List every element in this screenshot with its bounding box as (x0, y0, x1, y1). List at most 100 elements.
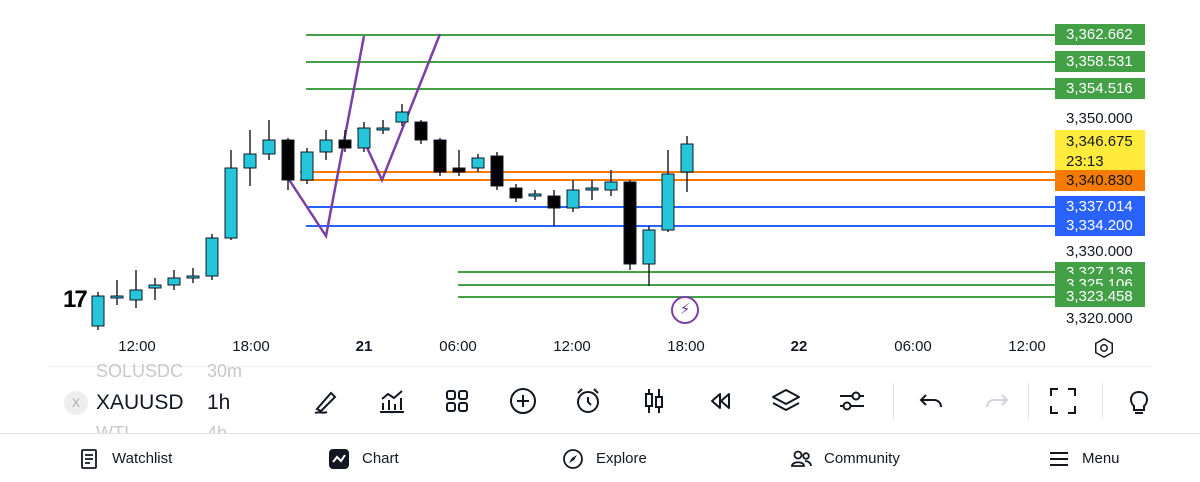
axis-price-label: 3,350.000 (1066, 110, 1133, 127)
candle (623, 180, 637, 270)
candle (224, 150, 238, 240)
candle (167, 270, 181, 290)
symbol-name[interactable]: XAUUSD (96, 391, 184, 414)
symbol-logo-icon: X (64, 391, 88, 415)
candle (357, 122, 371, 152)
candle (110, 280, 124, 305)
candle (148, 278, 162, 300)
current-price: 3,346.675 (1066, 133, 1133, 150)
candle (262, 120, 276, 160)
interval-selector[interactable]: 1h (207, 391, 231, 414)
nav-menu-label: Menu (1082, 450, 1120, 467)
nav-chart[interactable]: Chart (328, 434, 399, 482)
nav-explore-label: Explore (596, 450, 647, 467)
axis-price-label: 3,330.000 (1066, 243, 1133, 260)
time-label: 06:00 (439, 338, 477, 355)
price-tag: 3,354.516 (1055, 78, 1145, 99)
nav-watchlist[interactable]: Watchlist (78, 434, 172, 482)
candle (528, 190, 542, 200)
time-label: 12:00 (118, 338, 156, 355)
chart-canvas[interactable] (0, 0, 1200, 362)
toolbar-divider (1102, 383, 1103, 419)
level-lines (300, 34, 1055, 298)
nav-community[interactable]: Community (790, 434, 900, 482)
pencil-icon[interactable] (309, 384, 343, 418)
time-label: 21 (355, 338, 373, 355)
time-label: 22 (790, 338, 808, 355)
candle (680, 136, 694, 192)
layout-grid-icon[interactable] (440, 384, 474, 418)
candle (452, 150, 466, 176)
drawing-line-2[interactable] (356, 33, 442, 184)
layers-icon[interactable] (769, 384, 803, 418)
toolbar-divider (893, 383, 894, 419)
replay-icon[interactable] (703, 384, 737, 418)
ideas-icon[interactable] (1122, 384, 1156, 418)
nav-menu[interactable]: Menu (1048, 434, 1120, 482)
price-tag: 3,323.458 (1055, 286, 1145, 307)
add-circle-icon[interactable] (506, 384, 540, 418)
candle (338, 130, 352, 152)
nav-explore[interactable]: Explore (562, 434, 647, 482)
time-label: 12:00 (553, 338, 591, 355)
candle (661, 150, 675, 232)
fullscreen-icon[interactable] (1046, 384, 1080, 418)
candle (186, 268, 200, 283)
candle (205, 234, 219, 280)
candle (547, 190, 561, 226)
chart-settings-icon[interactable] (1093, 337, 1115, 359)
candle (395, 104, 409, 126)
price-tag: 3,334.200 (1055, 215, 1145, 236)
candle (414, 120, 428, 144)
price-tag: 3,358.531 (1055, 51, 1145, 72)
chart-icon (329, 448, 349, 469)
candle (642, 226, 656, 286)
candle (566, 180, 580, 212)
price-tag: 3,340.830 (1055, 170, 1145, 191)
hamburger-icon (1050, 451, 1068, 466)
candle (604, 170, 618, 196)
nav-chart-label: Chart (362, 450, 399, 467)
interval-prev[interactable]: 30m (207, 361, 243, 381)
time-label: 18:00 (667, 338, 705, 355)
tradingview-logo: 17 (63, 286, 88, 313)
candles (91, 104, 694, 330)
time-label: 06:00 (894, 338, 932, 355)
settings-sliders-icon[interactable] (835, 384, 869, 418)
nav-watchlist-label: Watchlist (112, 450, 173, 467)
candle (376, 120, 390, 134)
compass-icon (563, 448, 583, 469)
watchlist-icon (81, 448, 97, 469)
candle (585, 180, 599, 200)
flash-icon[interactable]: ⚡ (671, 296, 699, 324)
price-tag: 3,362.662 (1055, 24, 1145, 45)
candle (129, 270, 143, 308)
redo-icon[interactable] (980, 384, 1014, 418)
candle (281, 138, 295, 190)
candle (243, 130, 257, 186)
drawing-line-1[interactable] (286, 35, 366, 240)
nav-community-label: Community (824, 450, 900, 467)
indicators-icon[interactable] (375, 384, 409, 418)
undo-icon[interactable] (914, 384, 948, 418)
chart-area[interactable]: 17 ⚡ 3,362.662 3,358.531 3,354.516 3,350… (0, 0, 1200, 362)
alarm-icon[interactable] (571, 384, 605, 418)
candle (490, 152, 504, 190)
bottom-nav: Watchlist Chart Explore Community Menu (0, 433, 1200, 482)
symbol-prev[interactable]: SOLUSDC (96, 361, 184, 381)
current-price-tag: 3,346.675 23:13 (1055, 130, 1145, 174)
candle (300, 148, 314, 184)
community-icon (791, 450, 812, 467)
candle (319, 130, 333, 160)
toolbar-divider (1028, 383, 1029, 419)
candle (91, 292, 105, 330)
candle (471, 154, 485, 172)
candle (509, 184, 523, 202)
candle-countdown: 23:13 (1066, 153, 1104, 170)
candle (433, 138, 447, 176)
toolbar: SOLUSDC 30m X XAUUSD 1h WTI 4h (48, 361, 1152, 443)
price-tag: 3,337.014 (1055, 196, 1145, 217)
axis-price-label: 3,320.000 (1066, 310, 1133, 327)
candles-icon[interactable] (637, 384, 671, 418)
time-label: 18:00 (232, 338, 270, 355)
